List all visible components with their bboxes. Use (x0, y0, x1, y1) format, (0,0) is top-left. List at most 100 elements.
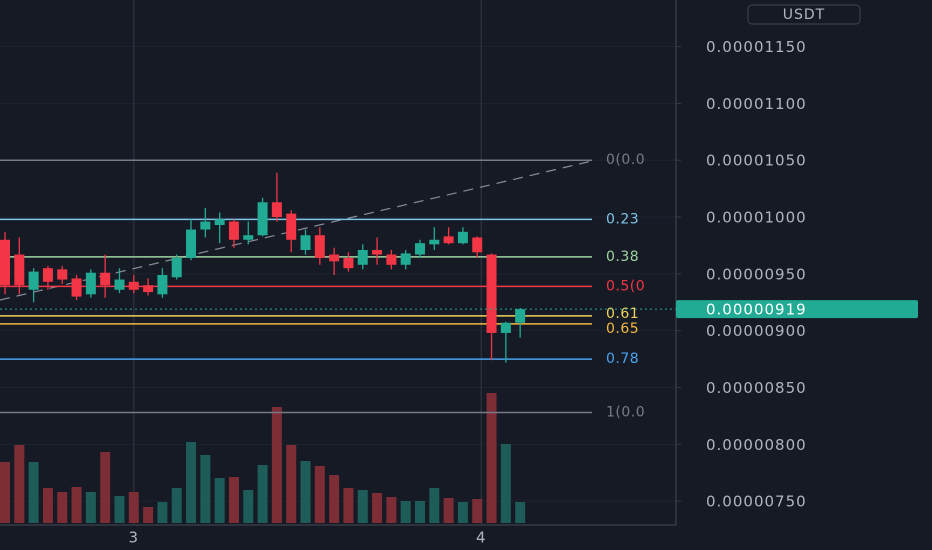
fib-label: 0.38 (606, 249, 639, 265)
candle-body (286, 213, 297, 240)
candle-body (28, 271, 39, 290)
fib-label: 0.65 (606, 321, 639, 337)
candle-body (271, 202, 282, 218)
fib-label: 0(0.0 (606, 152, 645, 168)
currency-box[interactable] (747, 4, 861, 25)
volume-bar (329, 475, 340, 523)
fib-label: 0.23 (606, 211, 639, 227)
y-tick-label: 0.00000900 (706, 322, 807, 340)
volume-bar (414, 501, 425, 523)
y-tick-label: 0.00000800 (706, 436, 807, 454)
volume-bar (386, 497, 397, 523)
candle-body (472, 237, 483, 253)
candle-body (257, 202, 268, 236)
y-tick-label: 0.00000750 (706, 493, 807, 511)
y-tick-label: 0.00000950 (706, 265, 807, 283)
volume-bar (214, 478, 225, 523)
volume-bar (372, 493, 383, 523)
candle-body (57, 269, 68, 280)
volume-bar (71, 487, 82, 523)
volume-bar (42, 488, 53, 523)
y-tick-label: 0.00001050 (706, 152, 807, 170)
candle-body (386, 254, 397, 265)
volume-bar (14, 445, 25, 523)
volume-bar (500, 444, 511, 523)
volume-bar (314, 466, 325, 523)
y-tick-label: 0.00001150 (706, 38, 807, 56)
volume-bar (157, 502, 168, 523)
volume-bar (128, 492, 139, 523)
fib-label: 1(0.0 (606, 405, 645, 421)
volume-bar (486, 393, 497, 523)
candle-body (228, 221, 239, 240)
volume-bar (515, 502, 526, 523)
currency-label: USDT (783, 7, 825, 23)
volume-bar (0, 462, 10, 523)
candle-body (343, 257, 354, 269)
candle-body (400, 253, 411, 265)
volume-bar (114, 496, 125, 523)
volume-bar (443, 498, 454, 523)
candle-body (515, 309, 526, 323)
candle-body (214, 219, 225, 225)
y-tick-label: 0.00000850 (706, 379, 807, 397)
volume-bar (228, 477, 239, 523)
candle-body (14, 254, 25, 286)
volume-bar (171, 488, 182, 523)
volume-bar (343, 488, 354, 523)
volume-bar (243, 490, 254, 523)
candle-body (128, 281, 139, 290)
candle-body (457, 231, 468, 244)
candle-body (329, 254, 340, 262)
candle-body (300, 235, 311, 250)
y-tick-label: 0.00001100 (706, 95, 807, 113)
candle-body (500, 322, 511, 333)
price-badge (676, 300, 918, 319)
volume-bar (143, 507, 154, 523)
volume-bar (186, 442, 197, 523)
candle-body (85, 272, 96, 295)
volume-bar (85, 492, 96, 523)
candle-body (157, 275, 168, 295)
fib-label: 0.61 (606, 306, 639, 322)
x-tick-label: 4 (476, 529, 487, 547)
volume-bar (200, 455, 211, 523)
price-axis: 0.00001150 0.00001100 0.00001050 0.00001000… (676, 38, 807, 511)
candle-body (200, 221, 211, 230)
candle-body (429, 239, 440, 245)
candle-body (314, 235, 325, 258)
fib-label: 0.5(0 (606, 278, 645, 294)
candle-body (71, 278, 82, 297)
volume-bar (472, 499, 483, 523)
volume-bar (357, 490, 368, 523)
candle-body (0, 239, 10, 286)
candle-body (100, 272, 111, 286)
candle-body (243, 235, 254, 240)
price-badge-label: 0.00000919 (706, 301, 807, 319)
volume-bar (100, 452, 111, 523)
volume-bar (286, 445, 297, 523)
candle-body (186, 229, 197, 258)
candle-body (143, 285, 154, 293)
candle-body (372, 250, 383, 255)
volume-bar (429, 488, 440, 523)
candles (0, 172, 526, 363)
candle-body (171, 257, 182, 278)
volume-bar (271, 407, 282, 523)
y-tick-label: 0.00001000 (706, 209, 807, 227)
volume-bar (457, 502, 468, 523)
fib-label: 0.78 (606, 351, 639, 367)
candle-body (443, 236, 454, 244)
x-tick-label: 3 (129, 529, 140, 547)
candle-body (114, 279, 125, 290)
candle-body (357, 250, 368, 265)
candle-body (414, 243, 425, 255)
volume-bar (300, 461, 311, 523)
volume-bar (57, 492, 68, 523)
candle-body (42, 268, 53, 282)
volume-pane (0, 393, 526, 523)
volume-bar (28, 462, 39, 523)
candle-body (486, 254, 497, 333)
